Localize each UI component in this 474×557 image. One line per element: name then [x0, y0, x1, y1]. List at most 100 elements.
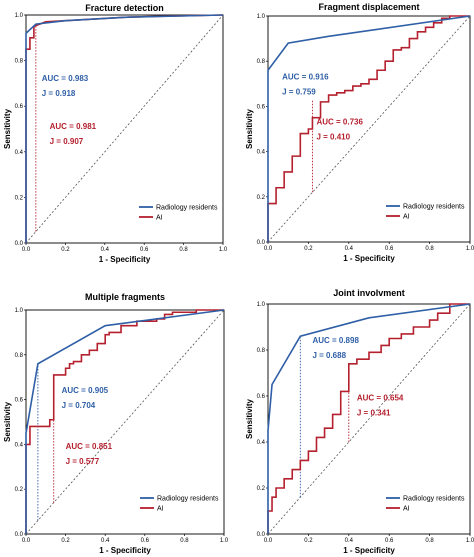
y-axis-label: Sensitivity [245, 398, 254, 439]
y-tick-label: 0.8 [257, 348, 266, 354]
chart-title: Fragment displacement [318, 2, 419, 12]
y-tick-label: 0.2 [257, 486, 266, 492]
x-tick-label: 0.4 [345, 246, 354, 252]
auc-label: AUC = 0.983 [42, 74, 89, 83]
x-tick-label: 0.4 [345, 538, 354, 544]
x-tick-label: 0.4 [101, 247, 110, 253]
y-tick-label: 0.2 [15, 195, 24, 201]
auc-label: AUC = 0.898 [312, 336, 359, 345]
y-tick-label: 0.4 [257, 440, 266, 446]
auc-label: AUC = 0.654 [357, 394, 404, 403]
y-tick-label: 0.0 [257, 532, 266, 538]
y-tick-label: 0.6 [15, 398, 24, 404]
y-tick-label: 1.0 [257, 14, 266, 20]
auc-label: AUC = 0.981 [50, 122, 97, 131]
reference-diagonal [267, 303, 471, 535]
residents-roc-curve [25, 14, 224, 243]
y-tick-label: 0.4 [15, 150, 24, 156]
legend-label: Radiology residents [403, 496, 465, 503]
x-tick-label: 0.0 [264, 538, 273, 544]
chart-panel-2: Fragment displacement 0.0 0.2 0.4 0.6 0.8 1.0 0… [245, 2, 474, 263]
x-tick-label: 0.0 [264, 246, 273, 252]
youden-j-label: J = 0.577 [66, 457, 100, 466]
youden-j-label: J = 0.704 [62, 401, 96, 410]
youden-j-label: J = 0.341 [357, 409, 391, 418]
x-tick-label: 0.8 [425, 246, 434, 252]
residents-roc-curve [25, 309, 225, 534]
plot-frame [267, 303, 471, 535]
youden-j-label: J = 0.907 [50, 137, 84, 146]
y-axis-label: Sensitivity [3, 108, 12, 149]
ai-roc-curve [25, 309, 224, 534]
chart-title: Fracture detection [85, 3, 164, 13]
ai-roc-curve [267, 303, 470, 534]
y-tick-label: 0.4 [257, 150, 266, 156]
y-tick-label: 0.0 [257, 240, 266, 246]
reference-diagonal [25, 309, 225, 535]
youden-j-label: J = 0.918 [42, 89, 76, 98]
residents-roc-curve [267, 15, 471, 242]
plot-frame [25, 309, 225, 535]
x-axis-label: 1 - Specificity [343, 254, 395, 263]
reference-diagonal [267, 15, 471, 243]
x-tick-label: 0.6 [141, 538, 150, 544]
y-tick-label: 0.8 [257, 59, 266, 65]
chart-panel-4: Joint involvment 0.0 0.2 0.4 0.6 0.8 1.0 0.0 0.2… [245, 288, 474, 555]
legend-label: AI [156, 215, 163, 222]
x-tick-label: 0.8 [180, 538, 189, 544]
chart-title: Joint involvment [333, 288, 405, 298]
y-tick-label: 1.0 [257, 302, 266, 308]
x-tick-label: 1.0 [466, 246, 474, 252]
y-tick-label: 0.0 [15, 241, 24, 247]
x-axis-label: 1 - Specificity [343, 546, 395, 555]
chart-title: Multiple fragments [85, 292, 165, 302]
x-tick-label: 0.6 [385, 246, 394, 252]
legend-label: AI [403, 506, 410, 513]
x-tick-label: 1.0 [220, 538, 229, 544]
y-axis-label: Sensitivity [245, 108, 254, 149]
x-tick-label: 0.2 [61, 247, 70, 253]
x-tick-label: 0.2 [304, 246, 313, 252]
x-tick-label: 1.0 [219, 247, 228, 253]
youden-j-label: J = 0.410 [316, 132, 350, 141]
x-tick-label: 1.0 [466, 538, 474, 544]
x-axis-label: 1 - Specificity [99, 546, 151, 555]
x-tick-label: 0.6 [140, 247, 149, 253]
y-tick-label: 0.0 [15, 532, 24, 538]
x-axis-label: 1 - Specificity [99, 255, 151, 264]
y-tick-label: 1.0 [15, 308, 24, 314]
ai-roc-curve [267, 15, 470, 242]
legend-label: Radiology residents [156, 205, 218, 212]
y-tick-label: 0.6 [15, 104, 24, 110]
x-tick-label: 0.2 [61, 538, 70, 544]
auc-label: AUC = 0.916 [282, 72, 329, 81]
chart-panel-1: Fracture detection 0.0 0.2 0.4 0.6 0.8 1.0 0.0 0… [3, 3, 228, 264]
x-tick-label: 0.0 [22, 538, 31, 544]
x-tick-label: 0.6 [385, 538, 394, 544]
y-tick-label: 0.8 [15, 59, 24, 65]
y-tick-label: 1.0 [15, 13, 24, 19]
auc-label: AUC = 0.851 [66, 442, 113, 451]
auc-label: AUC = 0.736 [316, 117, 363, 126]
x-tick-label: 0.2 [304, 538, 313, 544]
y-tick-label: 0.2 [257, 195, 266, 201]
youden-j-label: J = 0.759 [282, 87, 316, 96]
auc-label: AUC = 0.905 [62, 386, 109, 395]
legend-label: Radiology residents [157, 496, 219, 503]
y-axis-label: Sensitivity [3, 401, 12, 442]
y-tick-label: 0.4 [15, 442, 24, 448]
x-tick-label: 0.0 [22, 247, 31, 253]
x-tick-label: 0.4 [101, 538, 110, 544]
y-tick-label: 0.2 [15, 487, 24, 493]
youden-j-label: J = 0.688 [312, 351, 346, 360]
y-tick-label: 0.6 [257, 104, 266, 110]
x-tick-label: 0.8 [425, 538, 434, 544]
residents-roc-curve [267, 303, 471, 534]
legend-label: AI [157, 506, 164, 513]
chart-panel-3: Multiple fragments 0.0 0.2 0.4 0.6 0.8 1.0 0.0 0… [3, 292, 229, 555]
legend-label: Radiology residents [403, 204, 465, 211]
legend-label: AI [403, 214, 410, 221]
y-tick-label: 0.6 [257, 394, 266, 400]
x-tick-label: 0.8 [179, 247, 188, 253]
